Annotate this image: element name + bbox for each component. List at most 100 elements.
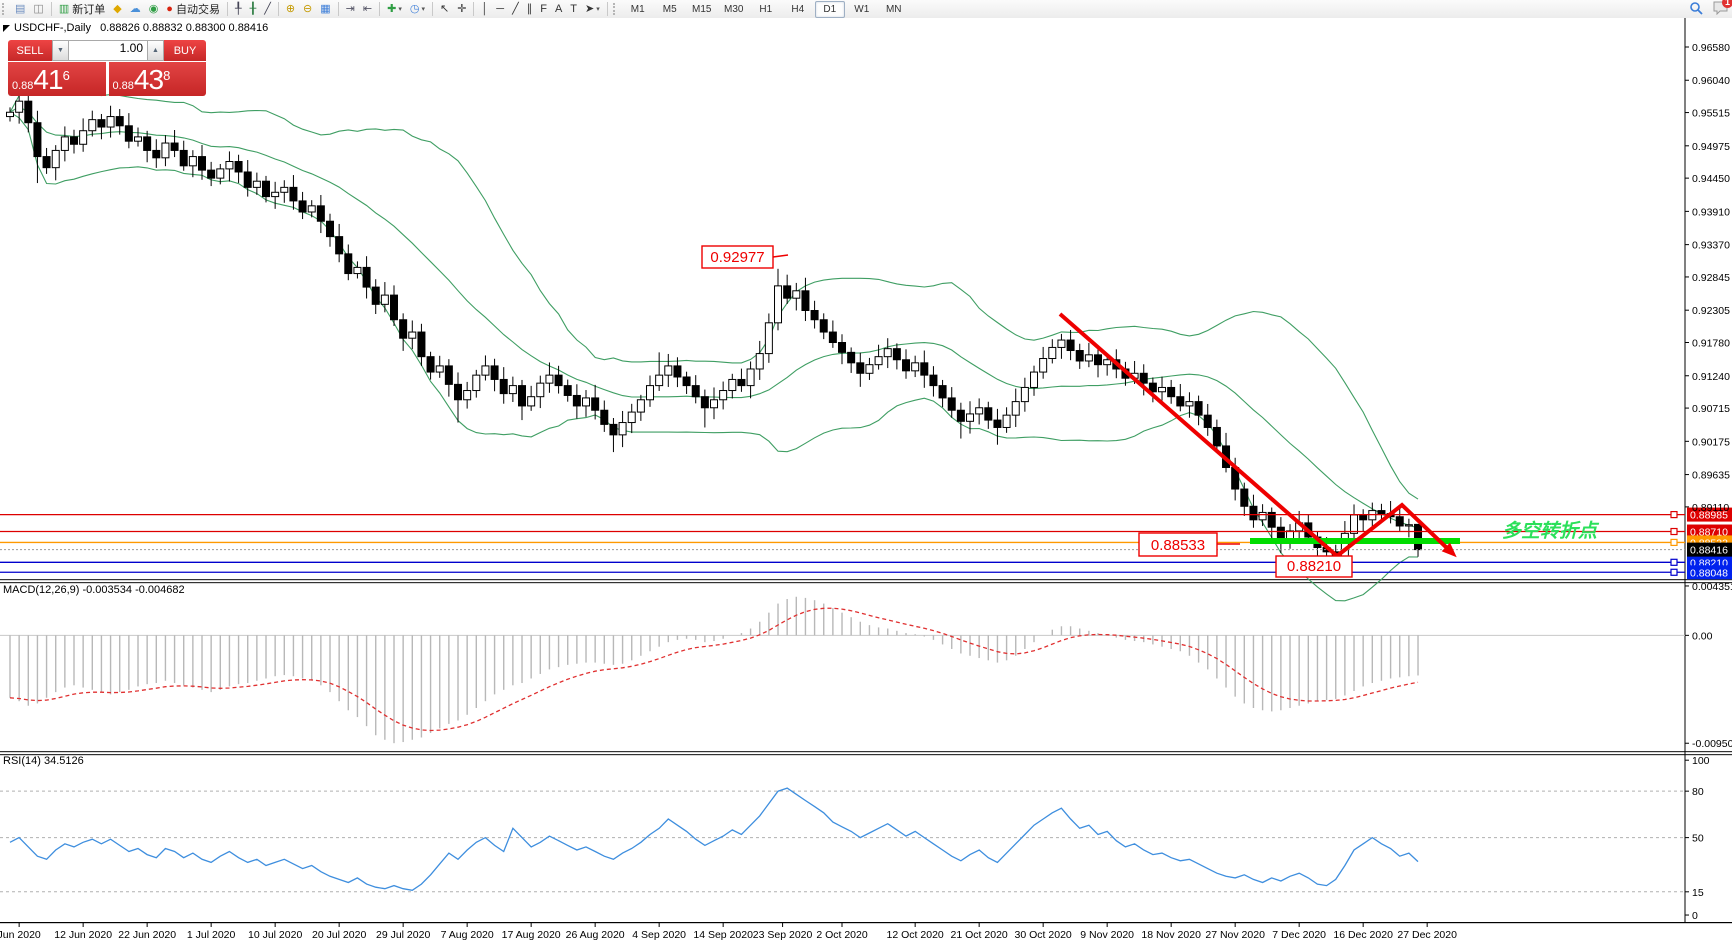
svg-text:100: 100	[1692, 755, 1710, 767]
macd-pane: 0.004351 0.00 -0.009504	[0, 581, 1732, 750]
svg-text:14 Sep 2020: 14 Sep 2020	[693, 929, 753, 941]
buy-button[interactable]: BUY	[164, 40, 206, 61]
period-icon[interactable]: ◷ ▾	[406, 0, 429, 18]
chevron-down-icon: ▾	[421, 6, 425, 13]
toolbar-separator	[50, 2, 52, 16]
svg-text:4 Sep 2020: 4 Sep 2020	[632, 929, 686, 941]
horizontal-line-icon: ─	[496, 3, 505, 15]
symbol-marker-icon	[3, 25, 10, 32]
timeframe-m30[interactable]: M30	[724, 3, 744, 15]
toolbar-separator	[277, 2, 279, 16]
fibonacci-icon[interactable]: F	[536, 0, 551, 18]
sell-price-pips: 41	[33, 64, 63, 95]
sell-price-display[interactable]: 0.88 41 6	[8, 62, 106, 96]
fibonacci-icon: F	[540, 3, 547, 15]
svg-text:0.96580: 0.96580	[1692, 42, 1730, 54]
volume-increase-button[interactable]: ▲	[147, 40, 164, 61]
svg-text:1 Jul 2020: 1 Jul 2020	[187, 929, 236, 941]
zoom-out-icon: ⊖	[303, 3, 313, 15]
cursor-icon[interactable]: ↖	[436, 0, 453, 18]
symbol-name: USDCHF-,Daily	[14, 22, 91, 34]
vertical-line-icon[interactable]: │	[477, 0, 492, 18]
svg-text:16 Dec 2020: 16 Dec 2020	[1333, 929, 1393, 941]
timeframe-m1[interactable]: M1	[630, 3, 645, 15]
callout-text: 0.92977	[710, 249, 764, 266]
timeframe-h1[interactable]: H1	[759, 3, 773, 15]
new-order-button[interactable]: ▥ 新订单	[55, 0, 109, 18]
cloud-icon: ☁	[129, 3, 141, 15]
toolbar-grip	[612, 3, 620, 15]
search-icon[interactable]	[1689, 1, 1703, 18]
auto-scroll-icon[interactable]: ⇥	[342, 0, 359, 18]
add-indicator-button: ✚	[387, 3, 397, 15]
chisel-icon[interactable]: ◆	[109, 0, 125, 18]
macd-signal-line	[9, 607, 1419, 732]
buy-price-display[interactable]: 0.88 43 8	[108, 62, 206, 96]
callout-text: 0.88533	[1151, 537, 1205, 554]
sell-price-base: 0.88	[12, 80, 34, 92]
tile-windows-icon[interactable]: ▦	[316, 0, 334, 18]
svg-text:29 Jul 2020: 29 Jul 2020	[376, 929, 430, 941]
volume-decrease-button[interactable]: ▼	[52, 40, 69, 61]
buy-price-point: 8	[163, 68, 171, 83]
svg-text:12 Oct 2020: 12 Oct 2020	[887, 929, 944, 941]
svg-text:27 Dec 2020: 27 Dec 2020	[1397, 929, 1457, 941]
sell-button[interactable]: SELL	[8, 40, 52, 61]
candlestick-chart-icon[interactable]: ╂	[246, 0, 261, 18]
add-indicator-button[interactable]: ✚ ▾	[383, 0, 406, 18]
svg-text:0.90715: 0.90715	[1692, 403, 1730, 415]
chat-icon[interactable]: 1	[1713, 0, 1732, 18]
trendline-icon[interactable]: ╱	[508, 0, 523, 18]
line-chart-icon[interactable]: ╱	[260, 0, 275, 18]
chevron-down-icon: ▾	[398, 6, 402, 13]
bar-chart-icon[interactable]: ╀	[231, 0, 246, 18]
autotrade-button-label: 自动交易	[175, 4, 220, 16]
chart-annotations[interactable]: 多空转折点 0.92977 0.88533 0.88210	[701, 245, 1600, 578]
price-lines[interactable]: 0.889850.887100.885330.882100.880480.884…	[0, 507, 1732, 580]
symbol-header: USDCHF-,Daily 0.88826 0.88832 0.88300 0.…	[14, 22, 268, 34]
timeframe-d1[interactable]: D1	[814, 0, 845, 18]
rsi-label: RSI(14) 34.5126	[3, 755, 84, 767]
chart-shift-icon[interactable]: ⇤	[359, 0, 376, 18]
svg-text:0.93370: 0.93370	[1692, 240, 1730, 252]
arrows-icon[interactable]: ➤ ▾	[581, 0, 604, 18]
zoom-out-icon[interactable]: ⊖	[299, 0, 316, 18]
text-label-icon[interactable]: T	[566, 0, 581, 18]
toolbar-separator	[473, 2, 475, 16]
text-icon[interactable]: A	[551, 0, 566, 18]
crosshair-icon[interactable]: ✛	[453, 0, 470, 18]
chart-preview-icon[interactable]: ◫	[29, 0, 47, 18]
timeframe-h4[interactable]: H4	[791, 3, 805, 15]
autotrade-button[interactable]: ● 自动交易	[162, 0, 224, 18]
timeframe-w1[interactable]: W1	[854, 3, 870, 15]
svg-text:0.91780: 0.91780	[1692, 338, 1730, 350]
svg-text:0.88048: 0.88048	[1690, 567, 1728, 579]
svg-text:17 Aug 2020: 17 Aug 2020	[502, 929, 561, 941]
period-icon: ◷	[409, 3, 420, 15]
sell-price-point: 6	[62, 68, 70, 83]
timeframe-m15[interactable]: M15	[692, 3, 712, 15]
svg-text:23 Sep 2020: 23 Sep 2020	[753, 929, 813, 941]
svg-text:0.88416: 0.88416	[1690, 545, 1728, 557]
signal-icon[interactable]: ◉	[145, 0, 163, 18]
zoom-in-icon[interactable]: ⊕	[282, 0, 299, 18]
timeframe-mn[interactable]: MN	[885, 3, 902, 15]
projection-arrow	[1335, 502, 1450, 558]
svg-text:2 Oct 2020: 2 Oct 2020	[816, 929, 868, 941]
timeframe-m5[interactable]: M5	[662, 3, 677, 15]
toolbar-separator	[379, 2, 381, 16]
chart-preview-icon: ◫	[33, 3, 44, 15]
text-icon: A	[554, 3, 563, 15]
svg-text:0.94975: 0.94975	[1692, 141, 1730, 153]
text-label-icon: T	[570, 3, 578, 15]
equidistant-channel-icon[interactable]: ∥	[523, 0, 537, 18]
candles	[6, 91, 1423, 564]
svg-text:12 Jun 2020: 12 Jun 2020	[54, 929, 112, 941]
new-chart-icon[interactable]: ▤	[11, 0, 29, 18]
svg-text:21 Oct 2020: 21 Oct 2020	[951, 929, 1008, 941]
cloud-icon[interactable]: ☁	[126, 0, 145, 18]
price-chart[interactable]: 0.889850.887100.885330.882100.880480.884…	[0, 18, 1732, 945]
horizontal-line-icon[interactable]: ─	[492, 0, 508, 18]
volume-input[interactable]: 1.00	[69, 40, 147, 61]
